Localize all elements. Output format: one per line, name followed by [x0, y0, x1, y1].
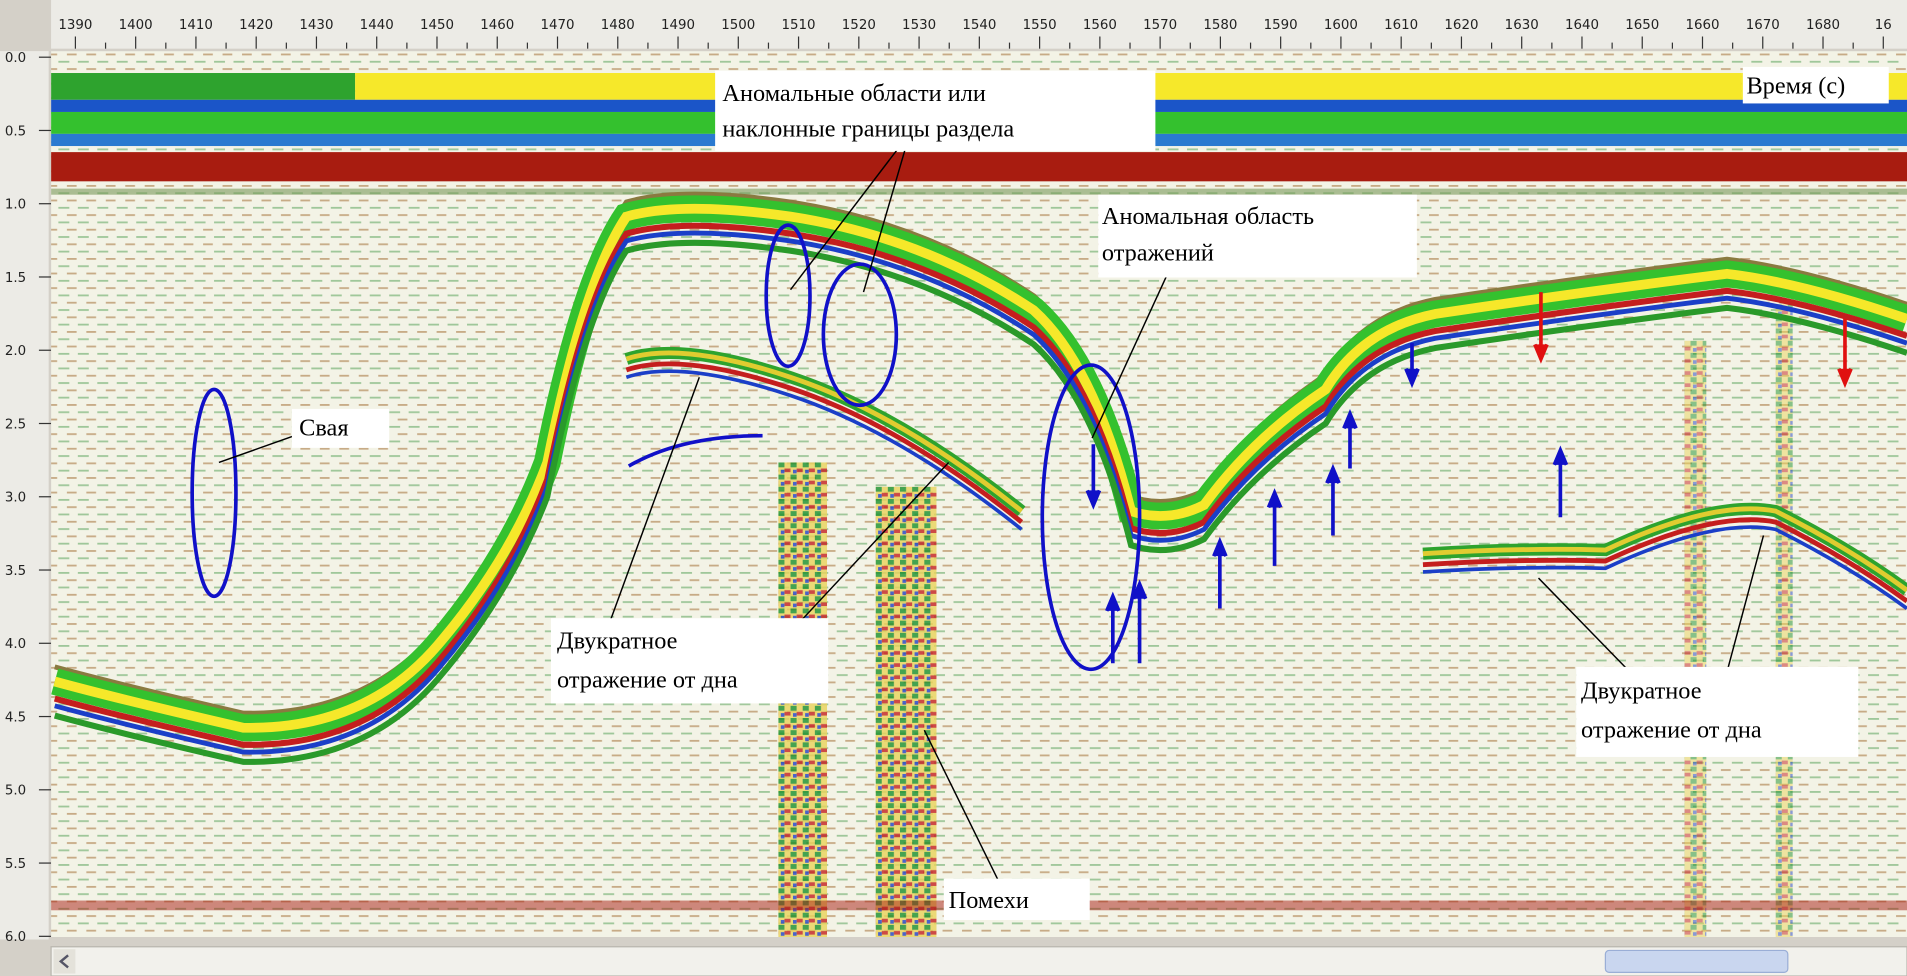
scrollbar[interactable]: [50, 946, 1907, 976]
annotation: Аномальная область отражений: [1102, 203, 1314, 267]
x-tick-label: 1490: [661, 18, 695, 33]
x-tick-label: 1480: [601, 18, 635, 33]
ruler-ticks: 1390 1400 1410 1420 1430 1440 1450 1460 1470 1480…: [5, 18, 1892, 945]
seismic-section: [51, 51, 1907, 938]
x-tick-label: 1680: [1806, 18, 1840, 33]
y-tick-label: 2.0: [5, 344, 26, 359]
leader-lines: [218, 145, 1765, 892]
x-tick-label: 1440: [360, 18, 394, 33]
x-tick-label: 1390: [58, 18, 92, 33]
left-ruler: [0, 51, 49, 940]
x-tick-label: 1660: [1685, 18, 1719, 33]
x-tick-label: 1420: [239, 18, 273, 33]
x-tick-label: 1510: [782, 18, 816, 33]
x-tick-label: 1410: [179, 18, 213, 33]
annotation-line: отражений: [1102, 239, 1214, 266]
annotation: Двукратное отражение от дна: [1581, 678, 1762, 744]
x-tick-label: 1470: [540, 18, 574, 33]
markers: [190, 223, 1853, 672]
y-tick-label: 6.0: [5, 930, 26, 945]
x-tick-label: 1590: [1264, 18, 1298, 33]
axis-label: Время (с): [1746, 73, 1845, 100]
annotation-line: Двукратное: [1581, 678, 1701, 705]
annotation-line: отражение от дна: [557, 667, 738, 694]
annotation-line: Аномальные области или: [722, 80, 986, 107]
y-tick-label: 3.0: [5, 491, 26, 506]
y-tick-label: 0.0: [5, 51, 26, 66]
x-tick-label: 1520: [842, 18, 876, 33]
x-tick-label: 1460: [480, 18, 514, 33]
annotation-line: Аномальная область: [1102, 203, 1314, 230]
y-tick-label: 5.5: [5, 857, 26, 872]
annotation: Помехи: [949, 887, 1029, 914]
x-tick-label: 1600: [1324, 18, 1358, 33]
annotation: Свая: [299, 415, 348, 442]
x-tick-label: 1530: [902, 18, 936, 33]
annotation-line: Двукратное: [557, 628, 677, 655]
scroll-left[interactable]: [53, 949, 76, 974]
x-tick-label: 1430: [299, 18, 333, 33]
annotation: Двукратное отражение от дна: [557, 628, 738, 694]
y-tick-label: 0.5: [5, 124, 26, 139]
y-tick-label: 4.5: [5, 710, 26, 725]
x-tick-label: 1400: [119, 18, 153, 33]
x-tick-label: 1650: [1625, 18, 1659, 33]
y-tick-label: 1.0: [5, 198, 26, 213]
x-tick-label: 1610: [1384, 18, 1418, 33]
annotation-line: отражение от дна: [1581, 716, 1762, 743]
x-tick-label: 1620: [1444, 18, 1478, 33]
scroll-thumb[interactable]: [1604, 949, 1789, 973]
y-tick-label: 4.0: [5, 637, 26, 652]
x-tick-label: 1550: [1023, 18, 1057, 33]
annotations: Аномальные области или наклонные границы …: [291, 66, 1889, 921]
x-tick-label: 16: [1875, 18, 1892, 33]
x-tick-label: 1670: [1746, 18, 1780, 33]
y-tick-label: 3.5: [5, 564, 26, 579]
y-tick-label: 5.0: [5, 784, 26, 799]
x-tick-label: 1560: [1083, 18, 1117, 33]
x-tick-label: 1450: [420, 18, 454, 33]
x-tick-label: 1570: [1143, 18, 1177, 33]
x-tick-label: 1630: [1505, 18, 1539, 33]
y-tick-label: 1.5: [5, 271, 26, 286]
annotation: Аномальные области или наклонные границы …: [722, 80, 1014, 142]
x-tick-label: 1500: [721, 18, 755, 33]
x-tick-label: 1580: [1203, 18, 1237, 33]
annotation-line: наклонные границы раздела: [722, 115, 1014, 142]
x-tick-label: 1640: [1565, 18, 1599, 33]
y-tick-label: 2.5: [5, 417, 26, 432]
x-tick-label: 1540: [962, 18, 996, 33]
